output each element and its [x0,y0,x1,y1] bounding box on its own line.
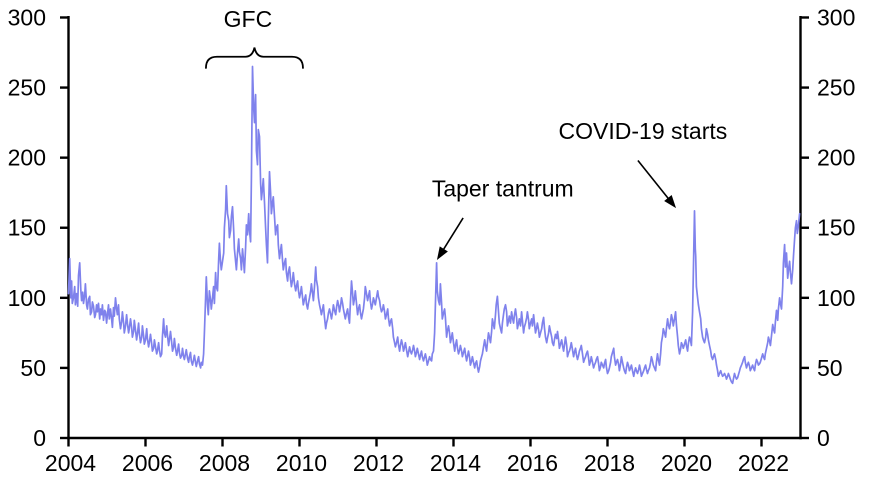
y-axis-right-tick-label: 50 [817,355,843,381]
taper-tantrum-annotation-label: Taper tantrum [432,175,574,201]
y-axis-left-tick-label: 250 [8,75,46,101]
x-axis-tick-label: 2010 [276,450,327,476]
taper-tantrum-arrow-head [436,246,448,260]
y-axis-right-tick-label: 200 [817,145,855,171]
x-axis-tick-label: 2008 [199,450,250,476]
y-axis-right-tick-label: 0 [817,425,830,451]
taper-tantrum-arrow-line [441,217,464,253]
y-axis-right-tick-label: 150 [817,215,855,241]
covid-19-arrow-line [637,159,672,202]
y-axis-left-tick-label: 200 [8,145,46,171]
gfc-brace [205,47,304,69]
y-axis-left-tick-label: 50 [20,355,46,381]
y-axis-right-tick-label: 100 [817,285,855,311]
x-axis-tick-label: 2004 [45,450,96,476]
y-axis-right-tick-label: 300 [817,4,855,30]
x-axis-tick-label: 2014 [430,450,481,476]
x-axis-tick-label: 2016 [507,450,558,476]
x-axis-tick-label: 2006 [122,450,173,476]
y-axis-right-tick-label: 250 [817,75,855,101]
covid-19-annotation-label: COVID-19 starts [559,118,728,144]
y-axis-left-tick-label: 0 [33,425,46,451]
x-axis-tick-label: 2022 [738,450,789,476]
gfc-annotation-label: GFC [224,6,273,32]
y-axis-left-tick-label: 150 [8,215,46,241]
data-series-line [67,65,801,385]
x-axis-tick-label: 2012 [353,450,404,476]
x-axis-tick-label: 2020 [661,450,712,476]
covid-19-arrow-head [664,194,677,209]
y-axis-left-tick-label: 300 [8,4,46,30]
y-axis-left-tick-label: 100 [8,285,46,311]
x-axis-tick-label: 2018 [584,450,635,476]
